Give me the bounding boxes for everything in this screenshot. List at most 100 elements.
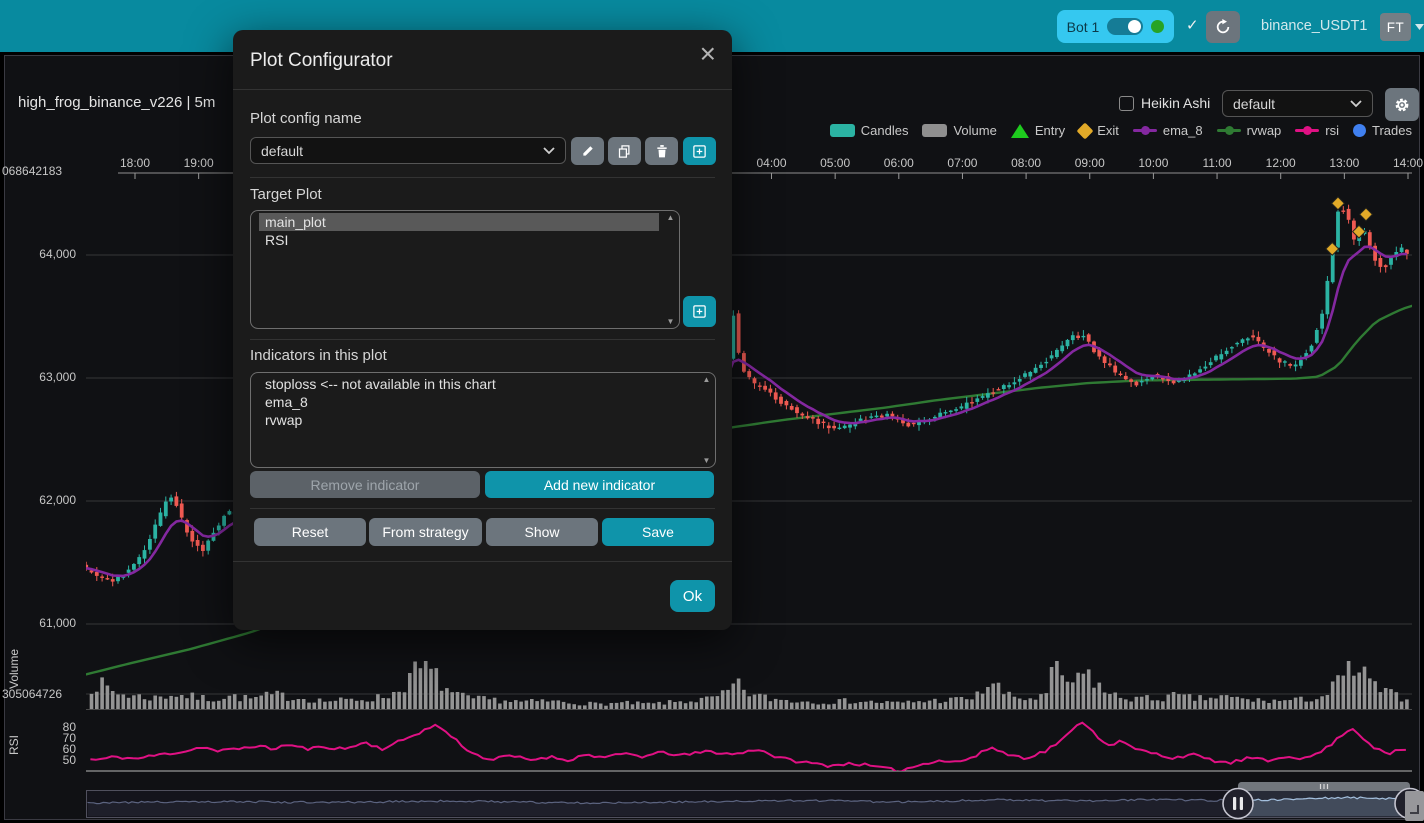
heikin-ashi-label: Heikin Ashi [1141,95,1211,111]
chevron-down-icon [543,146,555,154]
reset-button[interactable]: Reset [254,518,366,546]
add-config-button[interactable] [683,137,716,165]
pencil-icon [582,146,593,156]
target-plot-option[interactable]: main_plot [259,213,659,231]
config-name-value: default [261,142,304,159]
plus-square-icon [693,305,706,318]
copy-icon [618,144,630,158]
time-tick-label: 05:00 [820,156,851,170]
refresh-button[interactable] [1206,11,1240,43]
rect-marker-icon [829,124,855,137]
chart-title: high_frog_binance_v226 | 5m [18,94,216,111]
plot-config-select-value: default [1233,95,1276,112]
volume-axis-title: Volume [7,648,22,690]
circle-marker-icon [1353,124,1367,137]
bot-label: Bot 1 [1066,18,1100,35]
add-plot-button[interactable] [683,296,716,327]
indicator-item[interactable]: rvwap [265,412,303,428]
legend-item-Entry[interactable]: Entry [1010,123,1066,138]
price-axis-top-label: 068642183 [2,164,63,178]
heikin-ashi-checkbox[interactable] [1119,96,1134,111]
bot-selector[interactable]: Bot 1 [1057,10,1174,43]
legend-item-Candles[interactable]: Candles [829,123,908,138]
time-tick-label: 09:00 [1074,156,1105,170]
time-tick-label: 07:00 [947,156,978,170]
config-name-select[interactable]: default [250,137,566,164]
target-plot-option[interactable]: RSI [265,232,289,248]
time-tick-label: 19:00 [183,156,214,170]
rsi-tick-label: 50 [62,753,76,767]
refresh-icon [1216,19,1230,34]
pair-label: binance_USDT1 [1261,18,1368,34]
legend-item-ema_8[interactable]: ema_8 [1132,123,1203,138]
indicators-label: Indicators in this plot [250,347,387,364]
time-tick-label: 10:00 [1138,156,1169,170]
user-avatar[interactable]: FT [1380,13,1411,41]
legend-label: Exit [1097,123,1119,138]
save-button[interactable]: Save [602,518,714,546]
legend-label: rsi [1325,123,1340,138]
linedot-marker-icon [1216,126,1241,135]
legend-item-Volume[interactable]: Volume [922,123,997,138]
rsi-tick-label: 80 [62,720,76,734]
legend-item-rvwap[interactable]: rvwap [1216,123,1282,138]
bot-toggle[interactable] [1107,18,1144,35]
remove-indicator-button[interactable]: Remove indicator [250,471,480,498]
linedot-marker-icon [1132,126,1157,135]
indicator-item[interactable]: ema_8 [265,394,308,410]
plus-square-icon [693,144,706,158]
trash-icon [656,144,667,157]
list-scrollbar[interactable]: ▲ ▼ [702,375,711,465]
list-scrollbar[interactable]: ▲ ▼ [666,213,675,326]
legend-item-Exit[interactable]: Exit [1076,122,1119,139]
legend-label: Volume [953,123,997,138]
modal-title: Plot Configurator [250,50,393,71]
ok-button[interactable]: Ok [670,580,715,612]
legend-label: ema_8 [1162,123,1203,138]
indicators-list[interactable]: stoploss <-- not available in this chart… [250,372,716,468]
time-tick-label: 08:00 [1011,156,1042,170]
time-tick-label: 12:00 [1265,156,1296,170]
time-tick-label: 13:00 [1329,156,1360,170]
chart-legend: Candles Volume Entry Exit ema_8 rvwap rsi Trade… [829,122,1412,139]
legend-item-Trades[interactable]: Trades [1353,123,1412,138]
rect-marker-icon [922,124,948,137]
price-tick-label: 62,000 [39,493,76,507]
close-icon[interactable]: × [699,38,716,69]
time-tick-label: 11:00 [1202,156,1232,170]
from-strategy-button[interactable]: From strategy [369,518,482,546]
check-icon: ✓ [1186,17,1199,34]
chevron-down-icon [1350,99,1362,107]
indicator-item[interactable]: stoploss <-- not available in this chart [265,376,496,392]
time-tick-label: 06:00 [883,156,914,170]
price-tick-label: 64,000 [39,247,76,261]
plot-config-select[interactable]: default [1222,90,1373,117]
price-tick-label: 63,000 [39,370,76,384]
triangle-marker-icon [1010,123,1029,138]
linedot-marker-icon [1295,126,1320,135]
target-plot-label: Target Plot [250,186,322,203]
rsi-tick-label: 70 [62,731,76,745]
delete-config-button[interactable] [645,137,678,165]
show-button[interactable]: Show [486,518,598,546]
duplicate-config-button[interactable] [608,137,641,165]
legend-item-rsi[interactable]: rsi [1295,123,1339,138]
legend-label: Trades [1372,123,1412,138]
target-plot-list[interactable]: main_plot RSI ▲ ▼ [250,210,680,329]
plot-configurator-button[interactable] [1385,88,1419,121]
time-tick-label: 18:00 [119,156,151,170]
legend-label: Entry [1034,123,1066,138]
rsi-tick-label: 60 [62,742,76,756]
bot-online-icon [1151,20,1165,33]
plot-configurator-modal: Plot Configurator × Plot config name def… [233,30,732,630]
edit-config-button[interactable] [571,137,604,165]
legend-label: rvwap [1246,123,1282,138]
gear-icon [1395,98,1409,111]
caret-down-icon [1415,24,1424,30]
add-new-indicator-button[interactable]: Add new indicator [485,471,714,498]
diamond-marker-icon [1076,122,1094,139]
time-tick-label: 04:00 [756,156,787,170]
time-tick-label: 14:00 [1392,156,1424,170]
volume-tick-label: 305064726 [2,687,63,701]
config-name-label: Plot config name [250,110,362,127]
